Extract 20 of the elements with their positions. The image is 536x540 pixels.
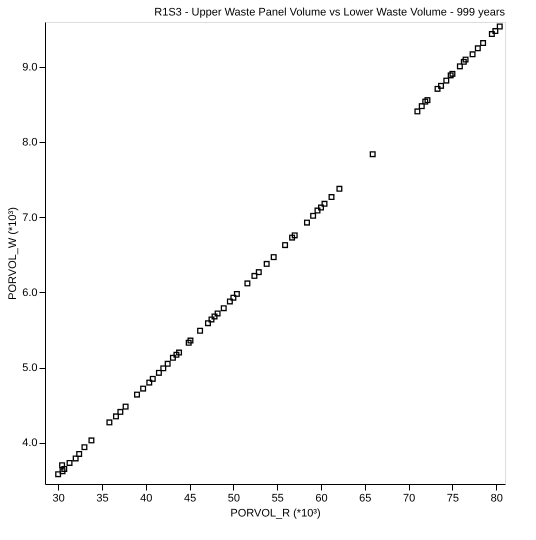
x-tick-label: 50	[228, 492, 240, 504]
y-tick-label: 4.0	[22, 437, 38, 450]
chart-title: R1S3 - Upper Waste Panel Volume vs Lower Waste Volume - 999 years	[154, 6, 506, 19]
y-axis-title: PORVOL_W (*10³)	[7, 207, 20, 300]
x-tick-label: 80	[490, 492, 503, 504]
x-tick-label: 60	[315, 492, 328, 504]
x-axis-title: PORVOL_R (*10³)	[230, 508, 321, 520]
y-tick-label: 6.0	[22, 286, 38, 299]
y-tick-label: 7.0	[22, 212, 38, 224]
y-tick-label: 8.0	[22, 136, 38, 149]
y-tick-label: 9.0	[22, 62, 38, 74]
x-tick-label: 70	[402, 492, 416, 504]
x-tick-label: 55	[272, 492, 284, 504]
y-tick-label: 5.0	[22, 362, 38, 374]
x-tick-label: 35	[96, 492, 109, 504]
x-tick-label: 75	[446, 492, 460, 504]
x-tick-label: 45	[184, 492, 196, 504]
x-tick-label: 65	[359, 492, 372, 504]
x-tick-label: 40	[140, 492, 152, 504]
x-tick-label: 30	[52, 492, 65, 504]
